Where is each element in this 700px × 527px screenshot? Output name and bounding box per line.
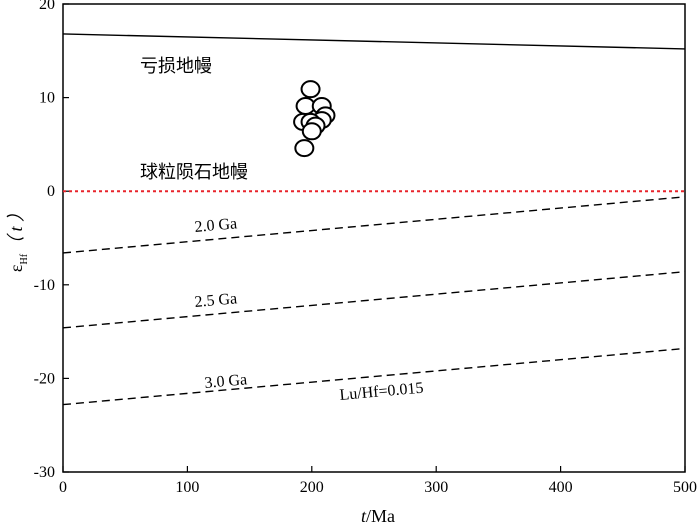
x-axis-label: t/Ma [361, 506, 395, 526]
y-tick-label: 10 [39, 90, 55, 107]
y-label-paren: （ t ） [6, 204, 26, 254]
y-label-symbol: ε [6, 264, 26, 272]
reference-line-label: 2.0 Ga [194, 215, 238, 236]
x-tick-label: 100 [175, 479, 199, 496]
reference-line-label: 球粒陨石地幔 [140, 162, 248, 183]
plot-frame [62, 3, 686, 473]
reference-line-label: 亏损地幔 [140, 56, 212, 77]
reference-line-label: 3.0 Ga [204, 371, 248, 392]
x-label-italic: t [361, 506, 367, 526]
x-tick-label: 0 [59, 479, 67, 496]
x-tick-label: 500 [673, 479, 697, 496]
annotation: Lu/Hf=0.015 [339, 380, 424, 404]
reference-line [62, 196, 686, 254]
reference-line [62, 33, 686, 50]
data-point [301, 122, 322, 141]
data-point [300, 80, 321, 99]
x-tick-label: 300 [424, 479, 448, 496]
x-tick-label: 400 [549, 479, 573, 496]
y-tick-label: -20 [34, 370, 55, 387]
y-tick-label: -10 [34, 277, 55, 294]
data-point [294, 139, 315, 158]
reference-line-label: 2.5 Ga [194, 290, 238, 311]
x-label-rest: /Ma [366, 506, 395, 526]
y-label-subscript: Hf [19, 253, 30, 264]
y-tick-label: 0 [47, 183, 55, 200]
y-axis-label: εHf（ t ） [6, 204, 30, 272]
y-tick-label: 20 [39, 0, 55, 13]
reference-line [62, 347, 686, 406]
reference-line [62, 270, 686, 329]
x-tick-label: 200 [300, 479, 324, 496]
y-tick-label: -30 [34, 464, 55, 481]
